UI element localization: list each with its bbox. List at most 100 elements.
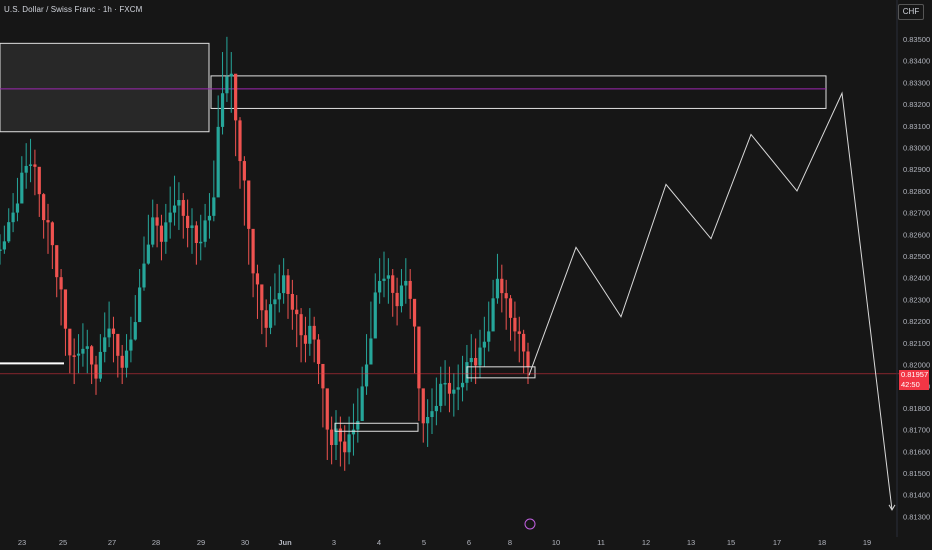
y-tick-label: 0.81800 bbox=[903, 404, 930, 413]
candle-body bbox=[338, 428, 342, 442]
candle-body bbox=[98, 351, 102, 379]
candle-body bbox=[59, 277, 63, 290]
candle-body bbox=[308, 325, 312, 344]
x-tick-label: 18 bbox=[818, 538, 826, 547]
candle-body bbox=[238, 120, 242, 162]
candle-body bbox=[186, 215, 190, 229]
y-tick-label: 0.81400 bbox=[903, 491, 930, 500]
y-tick-label: 0.83200 bbox=[903, 100, 930, 109]
candle-body bbox=[242, 161, 246, 181]
y-tick-label: 0.82700 bbox=[903, 209, 930, 218]
y-tick-label: 0.82800 bbox=[903, 187, 930, 196]
candle-body bbox=[194, 225, 198, 243]
bar-countdown: 42:50 bbox=[901, 380, 920, 389]
candle-body bbox=[2, 241, 6, 250]
candle-body bbox=[24, 165, 28, 173]
candle-body bbox=[116, 333, 120, 356]
y-tick-label: 0.81600 bbox=[903, 447, 930, 456]
x-tick-label: 5 bbox=[422, 538, 426, 547]
candle-body bbox=[491, 298, 495, 332]
candle-body bbox=[456, 387, 460, 390]
candle-body bbox=[207, 215, 212, 221]
x-tick-label: Jun bbox=[278, 538, 292, 547]
candle-body bbox=[225, 76, 229, 94]
candle-body bbox=[46, 220, 50, 223]
candle-body bbox=[234, 73, 238, 121]
candle-body bbox=[460, 382, 465, 388]
candle-body bbox=[124, 350, 129, 368]
candle-body bbox=[7, 222, 11, 242]
candle-body bbox=[81, 348, 85, 354]
candle-body bbox=[20, 172, 24, 204]
demand-zone-current bbox=[466, 366, 536, 379]
candle-body bbox=[482, 341, 486, 348]
candle-body bbox=[33, 164, 37, 167]
supply-zone-left bbox=[0, 42, 210, 133]
candle-body bbox=[443, 382, 447, 385]
y-tick-label: 0.81300 bbox=[903, 512, 930, 521]
y-tick-label: 0.82100 bbox=[903, 339, 930, 348]
x-tick-label: 6 bbox=[467, 538, 471, 547]
candle-body bbox=[142, 263, 146, 288]
projection-arrowhead bbox=[888, 504, 896, 511]
candle-body bbox=[452, 389, 456, 394]
y-tick-label: 0.81700 bbox=[903, 426, 930, 435]
y-tick-label: 0.83400 bbox=[903, 57, 930, 66]
candle-body bbox=[129, 339, 133, 351]
candle-body bbox=[76, 353, 81, 356]
candle-body bbox=[216, 126, 220, 198]
candle-body bbox=[408, 280, 412, 299]
y-tick-label: 0.83300 bbox=[903, 78, 930, 87]
candle-body bbox=[500, 278, 504, 294]
candle-body bbox=[290, 293, 294, 310]
y-tick-label: 0.82900 bbox=[903, 165, 930, 174]
candle-body bbox=[325, 388, 329, 430]
x-tick-label: 8 bbox=[508, 538, 512, 547]
candle-body bbox=[107, 328, 111, 338]
candle-body bbox=[168, 212, 172, 223]
y-tick-label: 0.82000 bbox=[903, 361, 930, 370]
candle-body bbox=[517, 331, 521, 334]
x-tick-label: 10 bbox=[552, 538, 560, 547]
candle-body bbox=[513, 317, 517, 332]
candle-body bbox=[360, 386, 364, 422]
candle-body bbox=[351, 429, 356, 435]
candle-body bbox=[439, 383, 443, 406]
candle-body bbox=[447, 382, 452, 394]
candle-body bbox=[42, 194, 46, 221]
candle-body bbox=[50, 222, 54, 246]
candle-body bbox=[72, 355, 76, 357]
candle-body bbox=[260, 284, 264, 311]
candle-body bbox=[146, 244, 150, 264]
candle-body bbox=[138, 287, 142, 323]
candle-body bbox=[28, 164, 33, 166]
candle-body bbox=[334, 428, 338, 446]
candle-body bbox=[220, 93, 225, 127]
demand-zone-low bbox=[334, 422, 419, 432]
currency-badge[interactable]: CHF bbox=[898, 4, 924, 20]
x-tick-label: 25 bbox=[59, 538, 67, 547]
candle-body bbox=[504, 293, 508, 299]
candle-body bbox=[155, 217, 159, 226]
candle-body bbox=[0, 249, 2, 251]
projection-path bbox=[528, 91, 893, 510]
y-tick-label: 0.82400 bbox=[903, 274, 930, 283]
candle-body bbox=[487, 331, 491, 342]
candle-body bbox=[412, 298, 417, 327]
candle-body bbox=[268, 304, 273, 328]
y-tick-label: 0.82200 bbox=[903, 317, 930, 326]
candle-body bbox=[378, 280, 382, 293]
candle-body bbox=[299, 314, 303, 336]
x-tick-label: 12 bbox=[642, 538, 650, 547]
x-tick-label: 4 bbox=[377, 538, 381, 547]
candle-body bbox=[103, 337, 107, 352]
x-tick-label: 15 bbox=[727, 538, 735, 547]
candle-body bbox=[303, 335, 308, 344]
candle-body bbox=[522, 333, 526, 352]
last-price-badge: 0.81957 42:50 bbox=[899, 370, 929, 390]
candle-body bbox=[495, 278, 500, 299]
x-tick-label: 11 bbox=[597, 538, 605, 547]
candle-body bbox=[94, 364, 98, 379]
x-tick-label: 27 bbox=[108, 538, 116, 547]
